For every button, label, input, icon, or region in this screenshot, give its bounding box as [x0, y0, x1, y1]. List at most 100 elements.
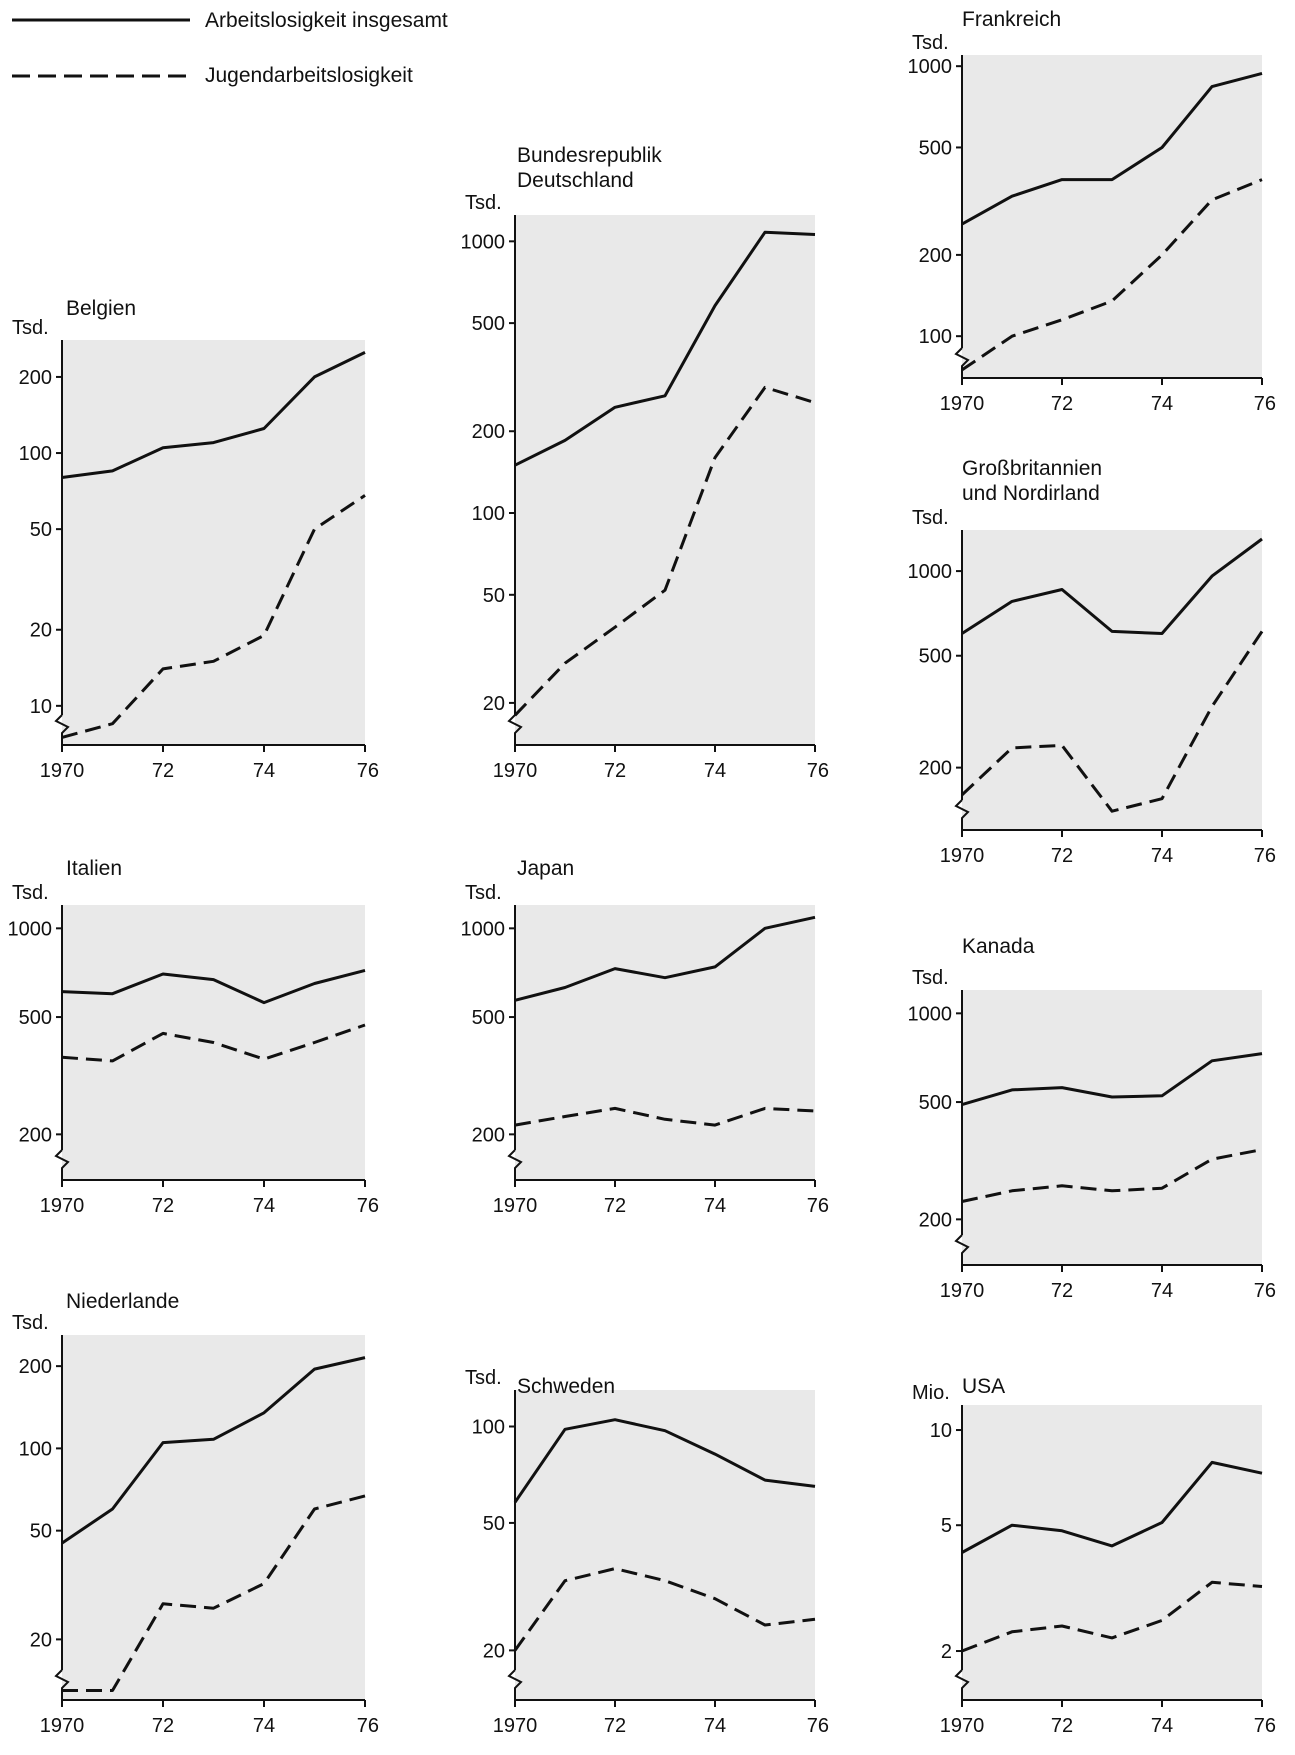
x-tick-label: 76 [807, 760, 829, 782]
y-tick-label: 50 [30, 1521, 52, 1543]
x-tick-label: 74 [253, 760, 275, 782]
y-tick-label: 50 [30, 519, 52, 541]
y-tick-label: 500 [919, 646, 952, 668]
x-tick-label: 72 [1051, 1280, 1073, 1302]
x-tick-label: 74 [704, 1195, 726, 1217]
chart-title: Kanada [962, 935, 1035, 958]
y-unit-label: Tsd. [465, 1367, 502, 1389]
chart-title: Italien [66, 857, 122, 880]
series-line-total [514, 230, 816, 467]
chart-japan: Japan Tsd. 200 500 1000 1970 72 74 76 [461, 857, 830, 1217]
x-tick-label: 76 [357, 760, 379, 782]
x-tick-label: 1970 [40, 760, 85, 782]
y-tick-label: 10 [30, 696, 52, 718]
x-tick-label: 72 [1051, 393, 1073, 415]
y-unit-label: Tsd. [912, 507, 949, 529]
plot-background [962, 990, 1262, 1265]
x-tick-label: 72 [604, 1195, 626, 1217]
series-line-youth [61, 1023, 366, 1063]
x-tick-label: 74 [704, 760, 726, 782]
y-tick-label: 1000 [461, 231, 506, 253]
y-tick-label: 20 [483, 693, 505, 715]
y-tick-label: 100 [472, 503, 505, 525]
x-tick-label: 74 [253, 1715, 275, 1737]
y-tick-label: 100 [472, 1416, 505, 1438]
x-tick-label: 1970 [493, 760, 538, 782]
y-tick-label: 200 [919, 1209, 952, 1231]
legend-total-label: Arbeitslosigkeit insgesamt [205, 9, 448, 32]
x-tick-label: 72 [152, 760, 174, 782]
axis-break-icon [507, 1669, 523, 1700]
axis-break-icon [954, 1234, 970, 1265]
x-tick-label: 76 [1254, 845, 1276, 867]
y-tick-label: 100 [919, 326, 952, 348]
series-line-total [961, 1460, 1263, 1554]
series-line-youth [61, 494, 366, 739]
x-tick-label: 1970 [40, 1715, 85, 1737]
x-tick-label: 74 [704, 1715, 726, 1737]
chart-frankreich: Frankreich Tsd. 100 200 500 1000 1970 72 74 76 [908, 8, 1277, 415]
x-tick-label: 1970 [940, 1280, 985, 1302]
chart-title: und Nordirland [962, 482, 1100, 505]
x-tick-label: 76 [1254, 1280, 1276, 1302]
y-tick-label: 500 [919, 1092, 952, 1114]
chart-schweden: Schweden Tsd. 20 50 100 1970 72 74 76 [465, 1367, 829, 1737]
y-tick-label: 500 [19, 1007, 52, 1029]
plot-background [962, 530, 1262, 830]
y-tick-label: 1000 [908, 56, 953, 78]
y-unit-label: Tsd. [12, 317, 49, 339]
axis-break-icon [507, 714, 523, 745]
x-tick-label: 1970 [940, 393, 985, 415]
plot-background [62, 340, 365, 745]
axis-break-icon [507, 1149, 523, 1180]
x-tick-label: 76 [1254, 393, 1276, 415]
series-line-youth [961, 1148, 1263, 1203]
y-unit-label: Tsd. [12, 1312, 49, 1334]
y-tick-label: 200 [19, 1124, 52, 1146]
chart-title: Schweden [517, 1375, 615, 1398]
y-tick-label: 100 [19, 443, 52, 465]
y-tick-label: 20 [483, 1640, 505, 1662]
series-line-total [61, 351, 366, 479]
y-unit-label: Tsd. [12, 882, 49, 904]
series-line-youth [960, 630, 1264, 813]
plot-background [515, 215, 815, 745]
x-tick-label: 1970 [493, 1715, 538, 1737]
series-line-youth [961, 178, 1263, 372]
chart-niederlande: Niederlande Tsd. 20 50 100 200 1970 72 74 76 [12, 1290, 379, 1737]
y-tick-label: 1000 [908, 1003, 953, 1025]
y-tick-label: 200 [19, 1356, 52, 1378]
y-tick-label: 200 [472, 1124, 505, 1146]
chart-usa: USA Mio. 2 5 10 1970 72 74 76 [912, 1375, 1276, 1737]
x-tick-label: 76 [357, 1715, 379, 1737]
y-unit-label: Mio. [912, 1382, 950, 1404]
x-tick-label: 1970 [940, 1715, 985, 1737]
series-line-youth [513, 385, 816, 717]
chart-title: Niederlande [66, 1290, 179, 1313]
axis-break-icon [54, 1149, 70, 1180]
y-tick-label: 20 [30, 1629, 52, 1651]
series-line-total [513, 1418, 816, 1504]
x-tick-label: 72 [1051, 845, 1073, 867]
y-tick-label: 200 [472, 421, 505, 443]
plot-background [962, 55, 1262, 378]
chart-title: Frankreich [962, 8, 1061, 31]
series-line-total [514, 915, 816, 1002]
x-tick-label: 1970 [493, 1195, 538, 1217]
x-tick-label: 76 [357, 1195, 379, 1217]
series-line-total [61, 1356, 366, 1545]
axis-break-icon [954, 799, 970, 830]
y-tick-label: 500 [472, 313, 505, 335]
y-tick-label: 50 [483, 585, 505, 607]
x-tick-label: 74 [1151, 393, 1173, 415]
chart-title: Großbritannien [962, 457, 1102, 480]
y-tick-label: 1000 [461, 918, 506, 940]
x-tick-label: 74 [253, 1195, 275, 1217]
y-tick-label: 500 [919, 137, 952, 159]
series-line-youth [513, 1567, 816, 1652]
x-tick-label: 72 [604, 760, 626, 782]
x-tick-label: 72 [1051, 1715, 1073, 1737]
y-tick-label: 50 [483, 1513, 505, 1535]
y-tick-label: 200 [19, 367, 52, 389]
